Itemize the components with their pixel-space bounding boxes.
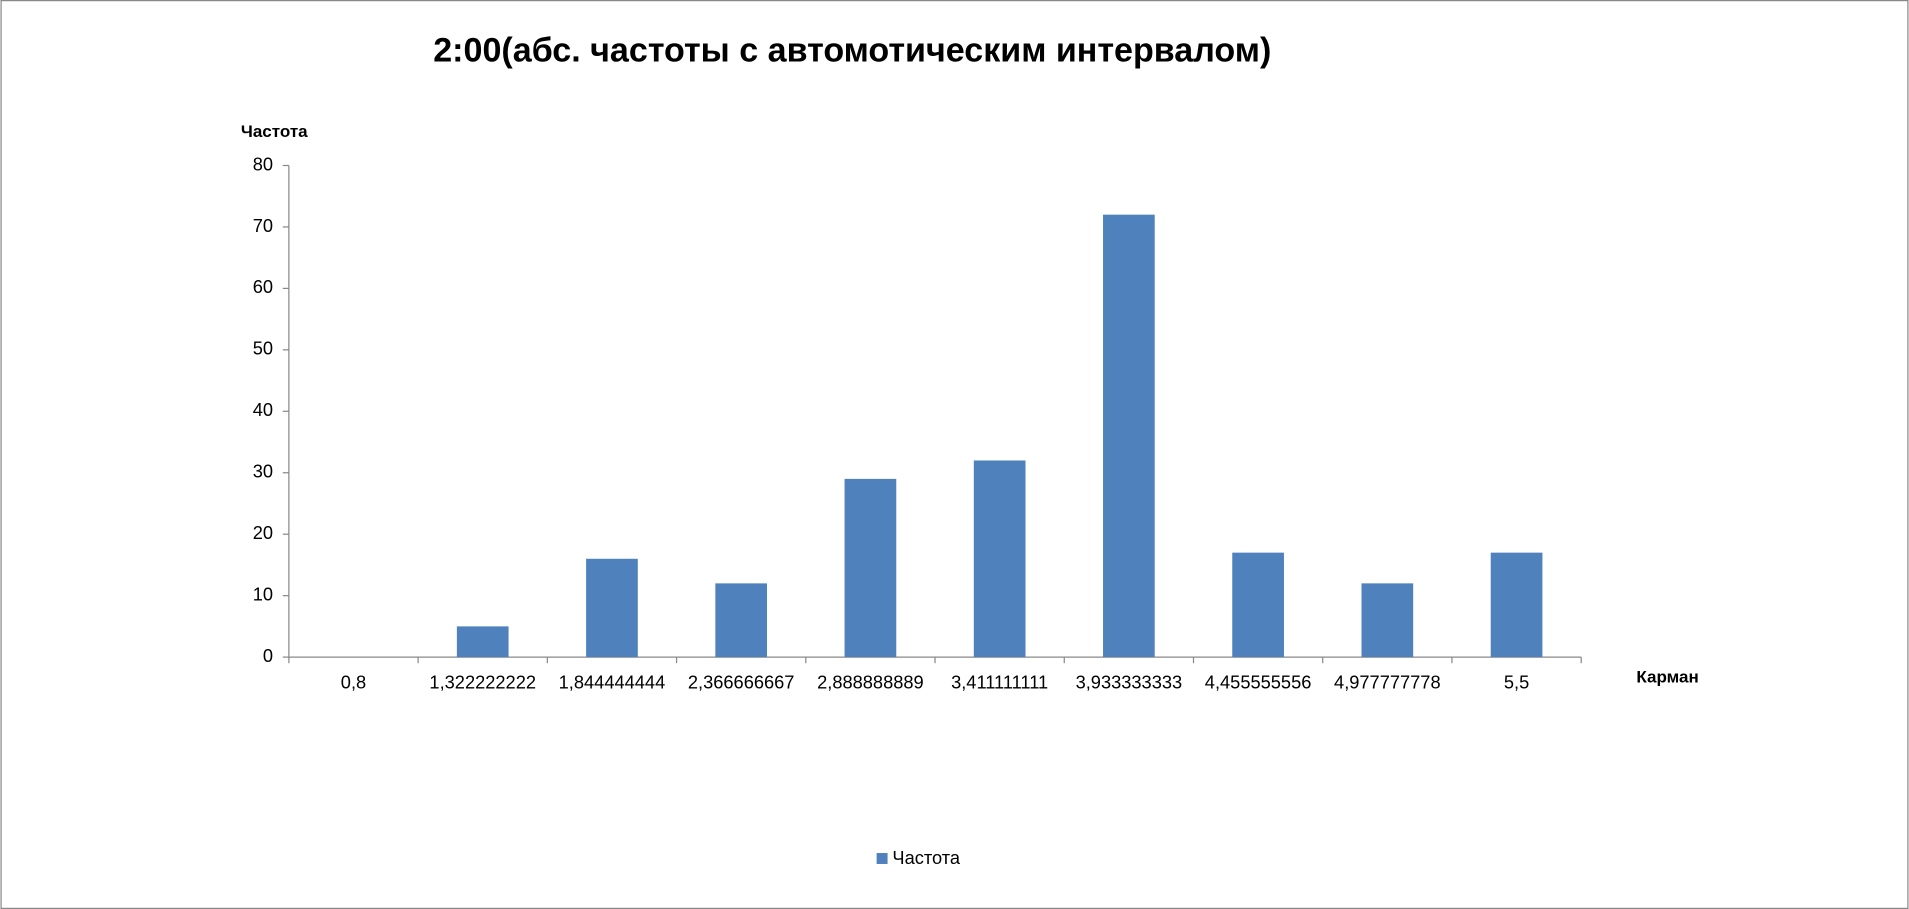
bar — [1490, 552, 1543, 658]
y-tick-label: 40 — [253, 399, 273, 420]
y-tick-label: 50 — [253, 338, 273, 359]
x-tick-label: 1,844444444 — [559, 672, 666, 693]
bar — [456, 626, 509, 658]
legend-label: Частота — [892, 847, 960, 868]
x-tick-label: 5,5 — [1504, 672, 1529, 693]
x-tick-label: 1,322222222 — [429, 672, 536, 693]
y-tick-label: 30 — [253, 461, 273, 482]
y-tick-label: 0 — [263, 645, 273, 666]
bar — [586, 558, 638, 658]
y-tick-label: 20 — [253, 522, 273, 543]
x-tick-label: 3,933333333 — [1076, 672, 1183, 693]
legend-swatch — [876, 853, 888, 864]
x-tick-label: 4,455555556 — [1205, 672, 1312, 693]
bar — [1361, 583, 1414, 658]
chart-title: 2:00(абс. частоты с автомотическим интер… — [433, 31, 1271, 69]
bar — [1232, 552, 1284, 658]
x-tick-label: 4,977777778 — [1334, 672, 1441, 693]
x-tick-label: 2,888888889 — [817, 672, 924, 693]
y-tick-label: 80 — [253, 153, 273, 174]
y-tick-label: 60 — [253, 276, 273, 297]
y-axis-label: Частота — [241, 122, 308, 141]
x-axis-label: Карман — [1636, 667, 1698, 686]
x-tick-label: 3,411111111 — [951, 672, 1048, 693]
bar — [844, 478, 897, 658]
bar — [715, 583, 768, 658]
y-tick-label: 70 — [253, 215, 273, 236]
x-tick-label: 0,8 — [341, 672, 366, 693]
bar — [973, 460, 1026, 658]
bar — [1103, 214, 1155, 658]
y-tick-label: 10 — [253, 583, 273, 604]
x-tick-label: 2,366666667 — [688, 672, 795, 693]
